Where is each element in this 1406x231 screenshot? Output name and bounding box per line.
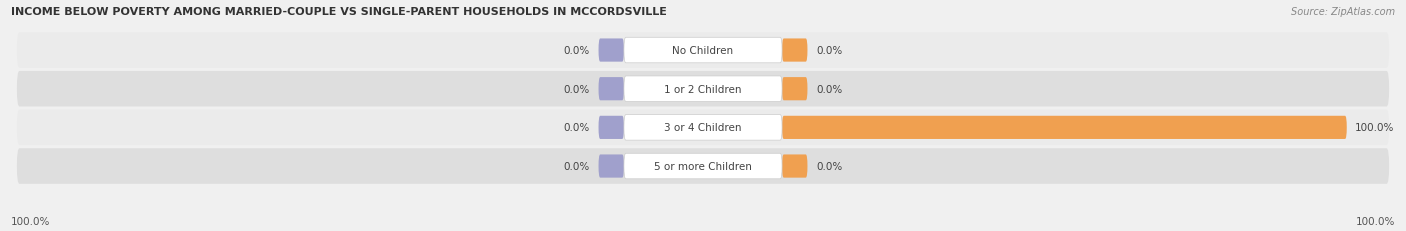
Text: 0.0%: 0.0% (564, 84, 591, 94)
FancyBboxPatch shape (17, 149, 1389, 184)
Text: 3 or 4 Children: 3 or 4 Children (664, 123, 742, 133)
FancyBboxPatch shape (599, 116, 624, 139)
Text: Source: ZipAtlas.com: Source: ZipAtlas.com (1291, 7, 1395, 17)
FancyBboxPatch shape (17, 110, 1389, 146)
FancyBboxPatch shape (17, 33, 1389, 69)
FancyBboxPatch shape (624, 77, 782, 102)
FancyBboxPatch shape (599, 39, 624, 62)
Text: INCOME BELOW POVERTY AMONG MARRIED-COUPLE VS SINGLE-PARENT HOUSEHOLDS IN MCCORDS: INCOME BELOW POVERTY AMONG MARRIED-COUPL… (11, 7, 666, 17)
Text: 0.0%: 0.0% (815, 161, 842, 171)
FancyBboxPatch shape (599, 78, 624, 101)
Text: 0.0%: 0.0% (564, 46, 591, 56)
Text: 100.0%: 100.0% (11, 216, 51, 226)
FancyBboxPatch shape (782, 78, 807, 101)
FancyBboxPatch shape (624, 38, 782, 64)
Text: 100.0%: 100.0% (1355, 216, 1395, 226)
FancyBboxPatch shape (624, 115, 782, 140)
Text: 0.0%: 0.0% (564, 123, 591, 133)
FancyBboxPatch shape (782, 155, 807, 178)
FancyBboxPatch shape (17, 72, 1389, 107)
FancyBboxPatch shape (624, 154, 782, 179)
Text: 5 or more Children: 5 or more Children (654, 161, 752, 171)
FancyBboxPatch shape (599, 155, 624, 178)
FancyBboxPatch shape (782, 39, 807, 62)
Text: No Children: No Children (672, 46, 734, 56)
Text: 0.0%: 0.0% (815, 46, 842, 56)
Text: 0.0%: 0.0% (564, 161, 591, 171)
Text: 0.0%: 0.0% (815, 84, 842, 94)
FancyBboxPatch shape (782, 116, 1347, 139)
Text: 100.0%: 100.0% (1355, 123, 1395, 133)
Text: 1 or 2 Children: 1 or 2 Children (664, 84, 742, 94)
